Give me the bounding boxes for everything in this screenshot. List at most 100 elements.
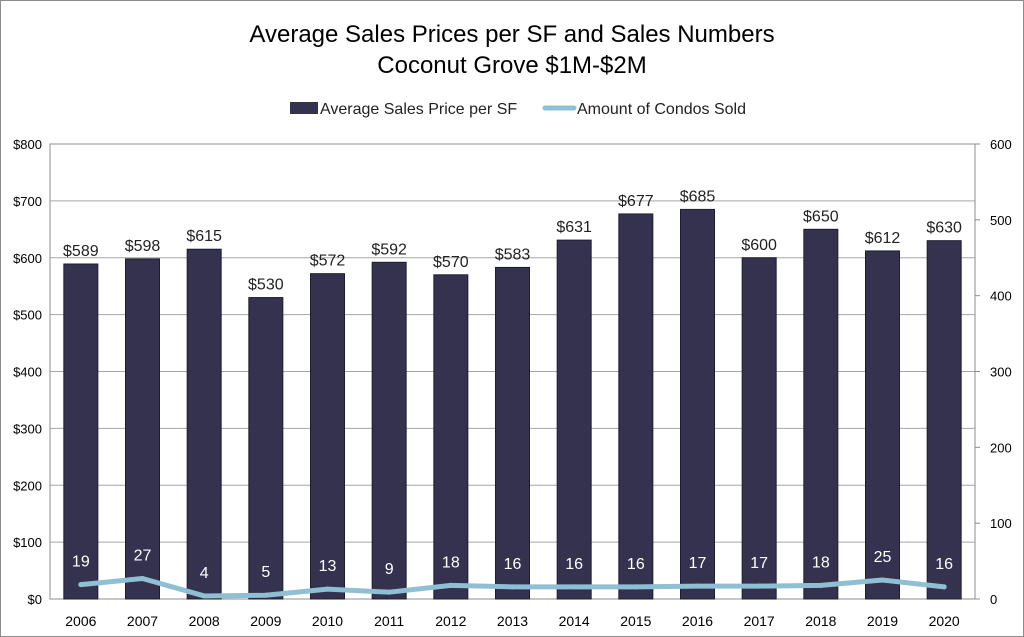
line-point [880,577,885,583]
line-point [756,583,762,589]
bar-data-label: $612 [865,230,901,247]
line-point [386,589,392,595]
y-left-tick-label: $300 [13,421,42,436]
line-point [448,582,454,588]
bar [803,228,839,600]
line-data-label: 16 [935,556,953,573]
bar-data-label: $570 [433,254,469,271]
bar [63,263,99,600]
x-tick-label: 2015 [620,613,651,629]
y-right-tick-label: 200 [990,440,1012,455]
y-right-tick-label: 500 [990,213,1012,228]
bar-data-label: $615 [186,228,222,245]
x-tick-label: 2012 [435,613,466,629]
line-point [818,582,824,588]
bar-data-label: $583 [495,246,531,263]
bar [310,273,345,600]
line-point [571,584,577,590]
x-tick-label: 2009 [250,613,281,629]
x-tick-label: 2020 [929,613,960,629]
y-right-tick-label: 300 [990,365,1012,380]
line-point [325,586,330,592]
bar-data-label: $592 [371,241,407,258]
line-point [695,583,700,589]
chart-title: Average Sales Prices per SF and Sales Nu… [249,21,774,48]
y-left-tick-label: $0 [28,592,42,607]
bar [495,266,530,600]
line-data-label: 18 [812,554,830,571]
y-left-tick-label: $200 [13,478,42,493]
bar-data-label: $589 [63,243,99,260]
line-point [201,593,207,599]
x-tick-label: 2010 [312,613,343,629]
x-tick-label: 2008 [189,613,220,629]
line-data-label: 27 [134,548,152,565]
line-data-label: 25 [874,549,892,566]
bar [680,208,715,600]
line-point [941,584,947,590]
x-tick-label: 2017 [744,613,775,629]
line-point [263,592,269,598]
bar-data-label: $650 [803,208,839,225]
line-data-label: 19 [72,554,90,571]
x-tick-label: 2006 [65,613,96,629]
x-tick-label: 2013 [497,613,528,629]
line-data-label: 17 [689,555,707,572]
y-left-tick-label: $400 [13,365,42,380]
x-tick-label: 2011 [374,613,404,629]
y-left-tick-label: $500 [13,308,42,323]
y-left-tick-label: $700 [13,194,42,209]
line-point [510,584,515,590]
bar-data-label: $631 [556,219,592,236]
legend: Average Sales Price per SF Amount of Con… [290,101,746,118]
line-data-label: 16 [565,556,583,573]
legend-swatch-bar [290,102,318,114]
bar [556,239,592,600]
bar [865,250,900,600]
bar [371,261,407,600]
y-left-tick-label: $600 [13,251,42,266]
line-data-label: 5 [261,564,270,581]
bar [186,248,222,600]
bar [618,213,654,600]
line-point [78,582,84,588]
x-tick-label: 2019 [867,613,898,629]
bar-data-label: $600 [741,237,777,254]
y-left-tick-label: $100 [13,535,42,550]
line-data-label: 17 [750,555,768,572]
chart-subtitle: Coconut Grove $1M-$2M [377,52,646,79]
y-right-tick-label: 600 [990,137,1012,152]
bar-data-label: $572 [310,253,346,270]
bar-data-label: $630 [926,220,962,237]
legend-label-line: Amount of Condos Sold [577,101,746,118]
x-tick-label: 2016 [682,613,713,629]
bar [926,240,962,600]
line-point [140,576,145,582]
bar [125,258,160,600]
plot-area: $0 $100 $200 $300 $400 $500 $600 $700 $800 0 100 20… [13,137,1012,629]
y-right-tick-label: 100 [990,516,1012,531]
x-tick-label: 2018 [805,613,836,629]
bar [248,297,284,600]
bar [741,257,777,600]
line-point [633,584,639,590]
line-data-label: 16 [627,556,645,573]
bar-data-label: $530 [248,277,284,294]
line-data-label: 13 [319,558,337,575]
bar [433,274,469,600]
x-tick-label: 2014 [559,613,590,629]
bar-data-label: $685 [680,188,716,205]
bar-data-label: $677 [618,193,654,210]
y-right-tick-label: 0 [990,592,997,607]
bar-data-label: $598 [125,238,161,255]
y-left-tick-label: $800 [13,137,42,152]
y-right-tick-label: 400 [990,289,1012,304]
x-tick-label: 2007 [127,613,158,629]
line-data-label: 9 [385,561,394,578]
legend-label-bar: Average Sales Price per SF [320,101,517,118]
line-data-label: 18 [442,554,460,571]
line-data-label: 16 [504,556,522,573]
line-data-label: 4 [200,565,209,582]
